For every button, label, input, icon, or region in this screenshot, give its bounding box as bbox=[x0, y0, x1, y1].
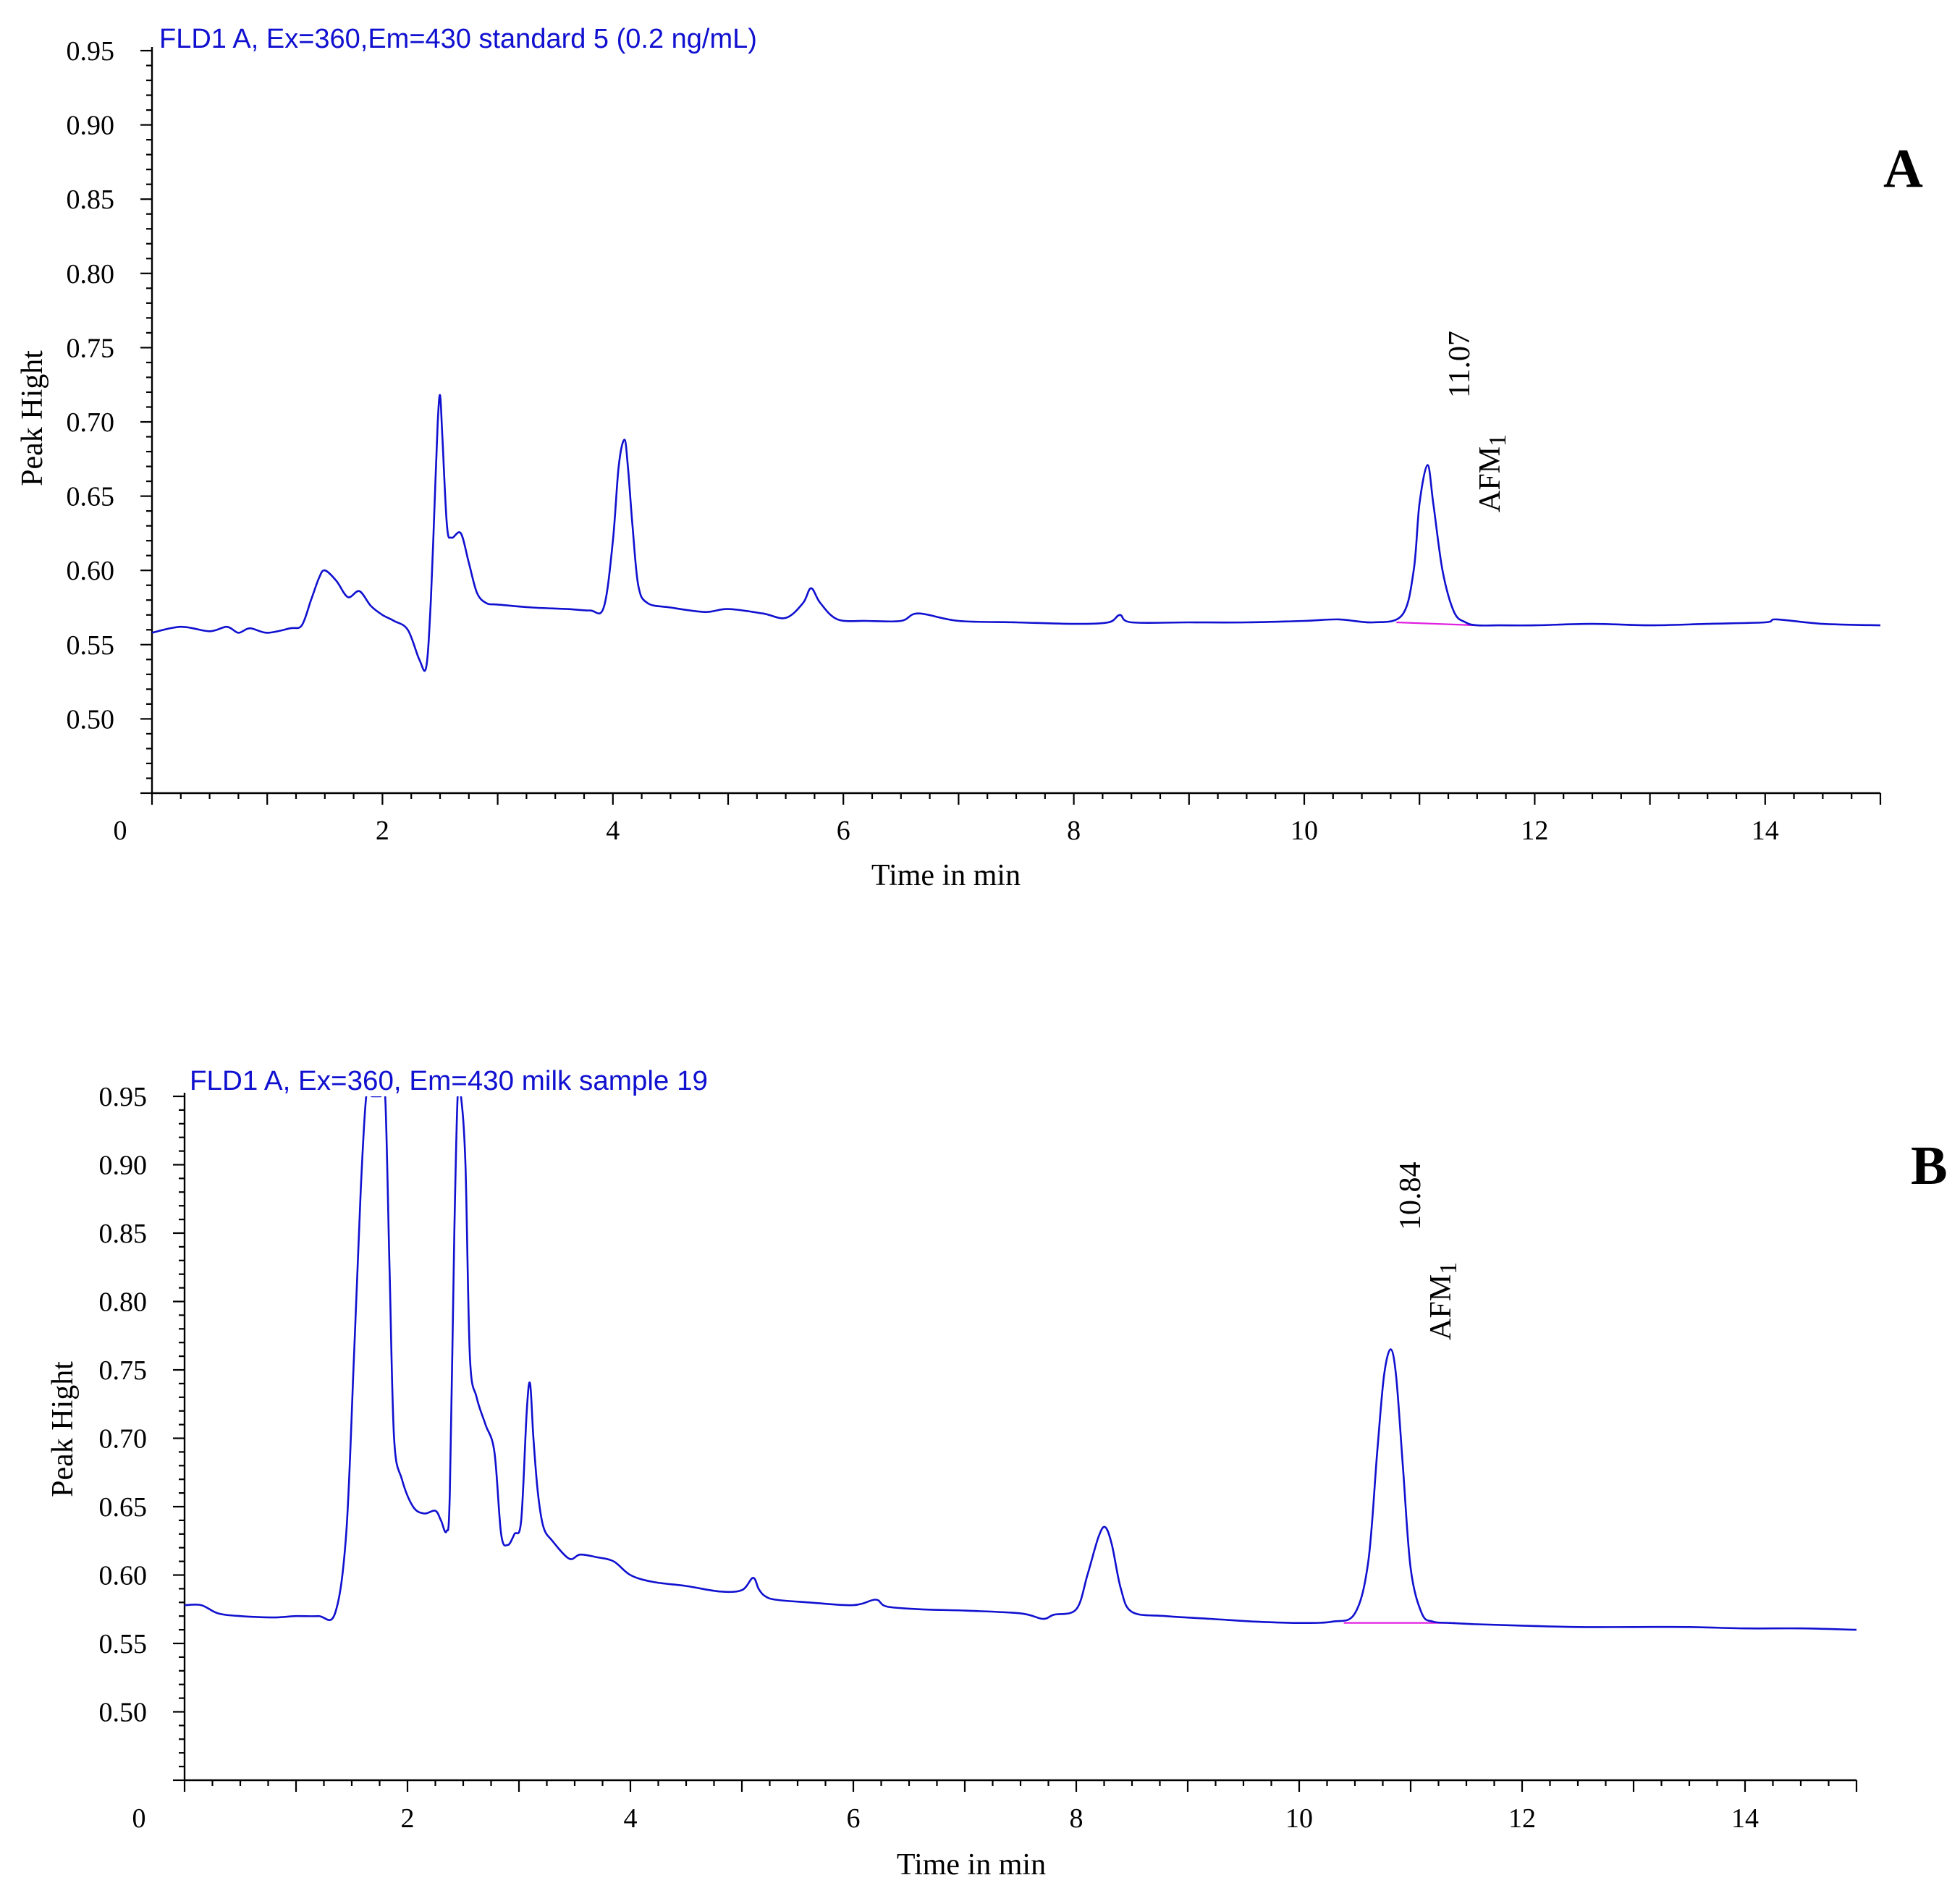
panel-b-x-tick-label: 12 bbox=[1508, 1803, 1536, 1834]
panel-b-x-tick-label: 14 bbox=[1731, 1803, 1759, 1834]
panel-b-y-tick-label: 0.90 bbox=[99, 1151, 148, 1181]
panel-a: FLD1 A, Ex=360,Em=430 standard 5 (0.2 ng… bbox=[16, 24, 1923, 892]
panel-a-retention-time-label: 11.07 bbox=[1443, 331, 1477, 398]
panel-b-chromatogram-trace bbox=[185, 1096, 1856, 1631]
panel-a-y-tick-label: 0.65 bbox=[67, 482, 115, 512]
panel-a-integration-baseline bbox=[1396, 621, 1477, 627]
panel-a-y-tick-label: 0.50 bbox=[67, 704, 115, 735]
panel-a-x-tick-label: 2 bbox=[376, 816, 389, 846]
panel-b-y-tick-label: 0.50 bbox=[99, 1698, 148, 1728]
panel-b-y-axis-title: Peak Hight bbox=[46, 1361, 80, 1497]
panel-b-y-tick-label: 0.70 bbox=[99, 1424, 148, 1455]
panel-a-title: FLD1 A, Ex=360,Em=430 standard 5 (0.2 ng… bbox=[159, 24, 757, 54]
panel-b: FLD1 A, Ex=360, Em=430 milk sample 19 B … bbox=[46, 1066, 1948, 1882]
panel-b-y-tick-label: 0.75 bbox=[99, 1355, 148, 1386]
panel-b-afm-text: AFM bbox=[1424, 1274, 1458, 1340]
panel-b-y-tick-label: 0.80 bbox=[99, 1287, 148, 1318]
panel-a-x-tick-label: 8 bbox=[1067, 816, 1081, 846]
panel-b-x-tick-label: 0 bbox=[132, 1803, 146, 1834]
panel-b-y-tick-label: 0.95 bbox=[99, 1082, 148, 1112]
panel-a-y-tick-label: 0.85 bbox=[67, 185, 115, 215]
panel-b-y-tick-label: 0.65 bbox=[99, 1492, 148, 1523]
panel-a-x-tick-label: 14 bbox=[1752, 816, 1779, 846]
panel-b-afm-subscript: 1 bbox=[1435, 1262, 1462, 1274]
panel-a-afm-subscript: 1 bbox=[1484, 434, 1511, 447]
panel-b-x-tick-label: 2 bbox=[401, 1803, 415, 1834]
panel-a-y-tick-label: 0.80 bbox=[67, 259, 115, 289]
panel-a-x-axis-title: Time in min bbox=[871, 859, 1021, 892]
panel-b-y-tick-label: 0.85 bbox=[99, 1219, 148, 1249]
panel-b-y-tick-label: 0.55 bbox=[99, 1629, 148, 1659]
panel-a-y-tick-label: 0.60 bbox=[67, 556, 115, 586]
panel-b-x-tick-label: 8 bbox=[1070, 1803, 1084, 1834]
panel-a-x-tick-label: 6 bbox=[837, 816, 850, 846]
panel-a-y-tick-label: 0.75 bbox=[67, 333, 115, 363]
panel-b-afm1-label: AFM1 bbox=[1424, 1262, 1462, 1340]
panel-b-label: B bbox=[1911, 1135, 1948, 1196]
panel-a-chromatogram-trace bbox=[152, 394, 1880, 672]
panel-a-y-tick-label: 0.95 bbox=[67, 36, 115, 67]
panel-b-retention-time-label: 10.84 bbox=[1394, 1162, 1427, 1231]
panel-a-x-tick-label: 12 bbox=[1521, 816, 1548, 846]
panel-b-x-tick-label: 4 bbox=[624, 1803, 638, 1834]
panel-a-x-tick-label: 0 bbox=[114, 816, 127, 846]
panel-b-x-tick-label: 10 bbox=[1285, 1803, 1313, 1834]
panel-a-y-tick-label: 0.90 bbox=[67, 111, 115, 141]
panel-a-x-tick-label: 10 bbox=[1291, 816, 1318, 846]
panel-b-title: FLD1 A, Ex=360, Em=430 milk sample 19 bbox=[190, 1066, 708, 1096]
panel-a-label: A bbox=[1883, 138, 1923, 199]
panel-b-x-axis-title: Time in min bbox=[897, 1848, 1046, 1882]
panel-a-x-tick-label: 4 bbox=[606, 816, 620, 846]
panel-a-y-tick-label: 0.70 bbox=[67, 407, 115, 438]
panel-a-afm1-label: AFM1 bbox=[1474, 434, 1511, 512]
panel-a-y-axis-title: Peak Hight bbox=[16, 350, 49, 486]
panel-b-y-tick-label: 0.60 bbox=[99, 1561, 148, 1591]
panel-a-y-tick-label: 0.55 bbox=[67, 630, 115, 661]
panel-a-afm-text: AFM bbox=[1474, 447, 1507, 512]
panel-b-x-tick-label: 6 bbox=[847, 1803, 861, 1834]
